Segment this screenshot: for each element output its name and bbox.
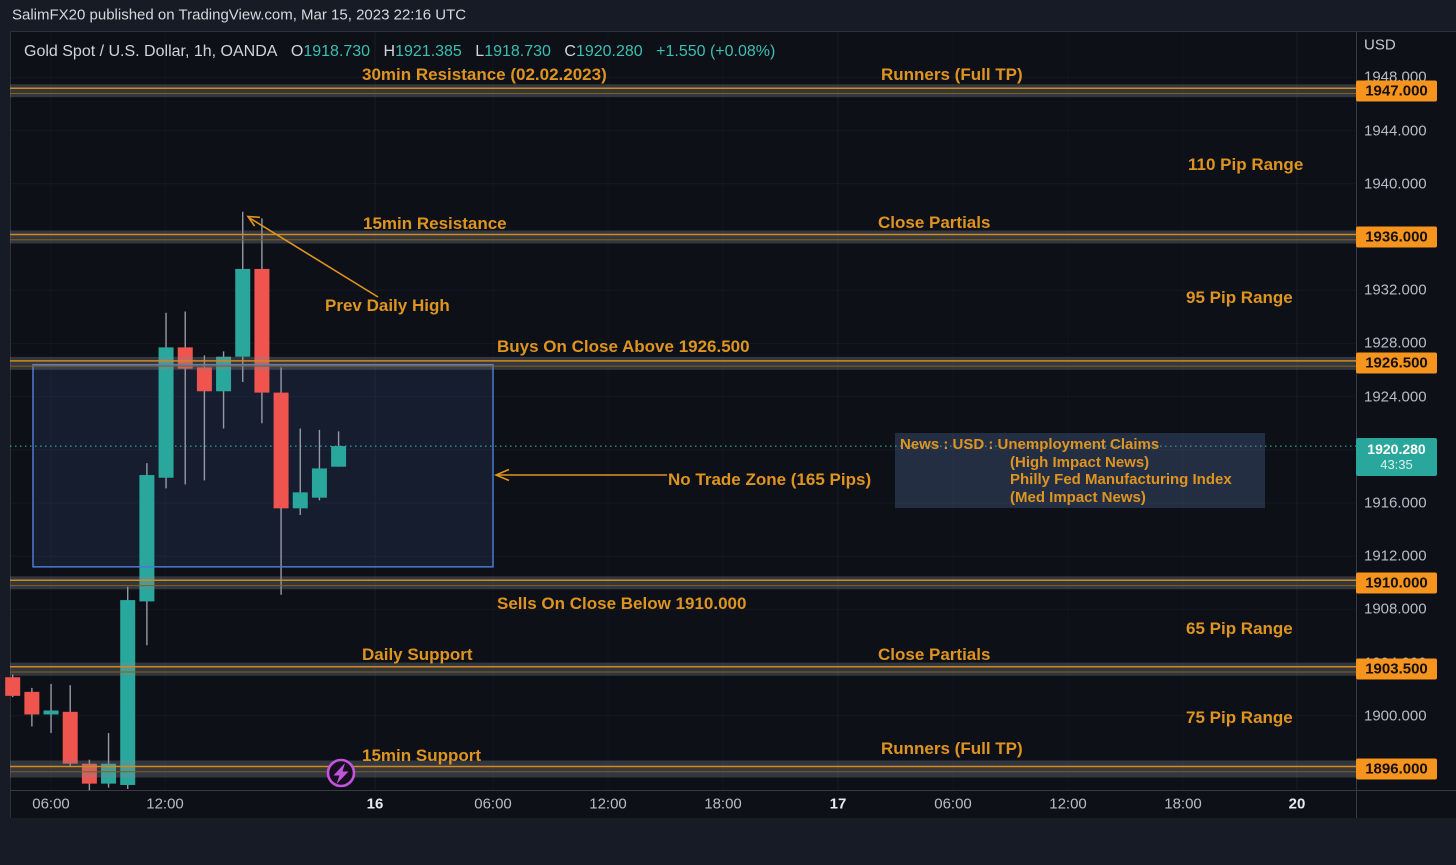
chart-annotation[interactable]: 95 Pip Range: [1186, 288, 1293, 307]
price-level-label: 1936.000: [1356, 226, 1437, 248]
candle-body: [235, 268, 251, 357]
price-axis-tick: 1900.000: [1364, 707, 1427, 725]
candle-body: [292, 492, 308, 509]
symbol-header[interactable]: Gold Spot / U.S. Dollar, 1h, OANDA O1918…: [24, 43, 775, 61]
ohlc-open-value: 1918.730: [303, 43, 371, 60]
chart-annotation[interactable]: 65 Pip Range: [1186, 619, 1293, 638]
ohlc-high-label: H: [383, 43, 396, 60]
footer: TradingView: [0, 818, 1456, 865]
current-price-value: 1920.280: [1367, 441, 1426, 457]
time-axis-tick: 17: [829, 795, 847, 813]
chart-annotation[interactable]: Prev Daily High: [325, 296, 450, 315]
time-axis-tick: 06:00: [32, 795, 70, 813]
chart-annotation[interactable]: 30min Resistance (02.02.2023): [362, 65, 607, 84]
news-line-2: (High Impact News): [1010, 453, 1150, 471]
chart-annotation[interactable]: Buys On Close Above 1926.500: [497, 337, 750, 356]
ohlc-low-label: L: [475, 43, 485, 60]
ohlc-close-value: 1920.280: [575, 43, 643, 60]
candle-body: [81, 763, 97, 784]
price-axis-tick: 1928.000: [1364, 334, 1427, 352]
candle-body: [139, 475, 155, 602]
time-axis-tick: 20: [1288, 795, 1306, 813]
candle-body: [196, 367, 212, 392]
price-axis-tick: 1912.000: [1364, 547, 1427, 565]
price-axis-tick: 1916.000: [1364, 494, 1427, 512]
chart-annotation[interactable]: 75 Pip Range: [1186, 708, 1293, 727]
candle-body: [43, 710, 59, 715]
price-level-label: 1896.000: [1356, 758, 1437, 780]
chart-annotation[interactable]: Runners (Full TP): [881, 65, 1023, 84]
news-line-1: News : USD : Unemployment Claims: [900, 436, 1160, 453]
arrowhead-icon: [246, 215, 260, 227]
level-band[interactable]: [10, 662, 1356, 676]
level-band[interactable]: [10, 760, 1356, 778]
chart-annotation[interactable]: Close Partials: [878, 213, 991, 232]
prev-daily-high-arrow[interactable]: [247, 216, 379, 298]
chart-annotation[interactable]: 15min Support: [362, 746, 482, 765]
arrowhead-icon: [493, 468, 510, 482]
chart-annotation[interactable]: Sells On Close Below 1910.000: [497, 594, 747, 613]
news-annotation-box[interactable]: News : USD : Unemployment Claims (High I…: [895, 433, 1265, 508]
price-level-label: 1910.000: [1356, 572, 1437, 594]
publish-info: SalimFX20 published on TradingView.com, …: [12, 6, 467, 24]
lightning-bolt-glyph: [333, 763, 349, 784]
time-axis-tick: 12:00: [146, 795, 184, 813]
level-band[interactable]: [10, 576, 1356, 590]
time-axis-tick: 06:00: [934, 795, 972, 813]
price-axis-tick: 1940.000: [1364, 175, 1427, 193]
chart-pane-background: [10, 31, 1456, 818]
price-axis-border: [1356, 31, 1357, 818]
candle-body: [311, 468, 327, 498]
candle-body: [331, 446, 347, 467]
candle-body: [120, 600, 136, 785]
level-band[interactable]: [10, 230, 1356, 244]
ohlc-low-value: 1918.730: [484, 43, 551, 60]
ohlc-high-value: 1921.385: [395, 43, 462, 60]
price-level-label: 1926.500: [1356, 352, 1437, 374]
price-axis-tick: 1932.000: [1364, 281, 1427, 299]
ohlc-open-label: O: [290, 43, 304, 60]
no-trade-zone-border[interactable]: [32, 363, 494, 568]
level-band[interactable]: [10, 356, 1356, 370]
no-trade-zone-fill[interactable]: [33, 364, 493, 567]
symbol-title: Gold Spot / U.S. Dollar, 1h, OANDA: [24, 43, 278, 60]
time-axis-tick: 16: [366, 795, 384, 813]
price-axis-tick: 1944.000: [1364, 122, 1427, 140]
candle-body: [273, 392, 289, 509]
time-axis-tick: 06:00: [474, 795, 512, 813]
time-axis-tick: 18:00: [704, 795, 742, 813]
chart-annotation[interactable]: Close Partials: [878, 645, 991, 664]
candle-body: [5, 677, 21, 696]
current-price-label: 1920.280 43:35: [1356, 438, 1437, 476]
time-axis-tick: 18:00: [1164, 795, 1202, 813]
price-axis-tick: 1908.000: [1364, 600, 1427, 618]
chart-annotation[interactable]: No Trade Zone (165 Pips): [668, 470, 872, 489]
time-axis-tick: 12:00: [1049, 795, 1087, 813]
chart-annotation[interactable]: 110 Pip Range: [1188, 155, 1304, 174]
price-level-label: 1903.500: [1356, 658, 1437, 680]
candle-body: [62, 711, 78, 764]
chart-annotation[interactable]: Runners (Full TP): [881, 739, 1023, 758]
candle-body: [177, 347, 193, 369]
bar-countdown: 43:35: [1380, 457, 1413, 472]
axis-currency-label: USD: [1364, 36, 1396, 54]
chart-annotation[interactable]: 15min Resistance: [363, 214, 507, 233]
chart-annotation[interactable]: Daily Support: [362, 645, 473, 664]
ohlc-change: +1.550 (+0.08%): [656, 43, 776, 60]
time-axis-border: [10, 790, 1456, 791]
candle-body: [158, 347, 174, 478]
time-axis-tick: 12:00: [589, 795, 627, 813]
news-line-4: (Med Impact News): [1010, 488, 1146, 506]
price-axis-tick: 1924.000: [1364, 388, 1427, 406]
candle-body: [254, 268, 270, 393]
candle-body: [24, 691, 40, 715]
candle-body: [101, 763, 117, 784]
publish-bar: SalimFX20 published on TradingView.com, …: [0, 0, 1456, 31]
ohlc-close-label: C: [564, 43, 576, 60]
price-level-label: 1947.000: [1356, 80, 1437, 102]
news-line-3: Philly Fed Manufacturing Index: [1010, 471, 1232, 488]
level-band[interactable]: [10, 84, 1356, 98]
